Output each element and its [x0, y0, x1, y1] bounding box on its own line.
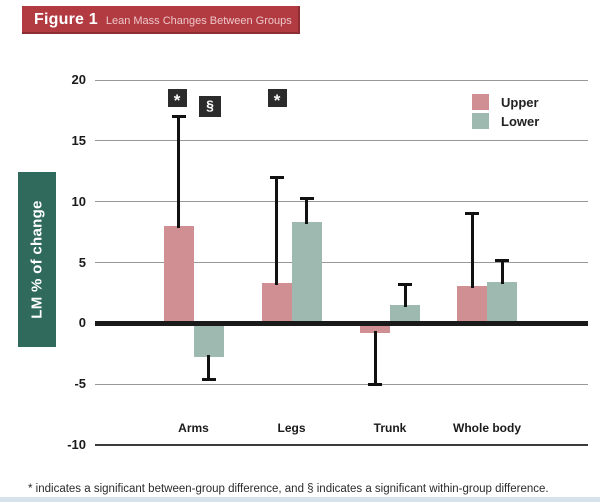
zero-line [95, 320, 588, 326]
y-tick-label: 15 [71, 132, 86, 148]
y-axis-label-text: LM % of change [28, 200, 46, 319]
y-tick-label: 5 [78, 254, 86, 270]
significance-marker: * [267, 89, 287, 110]
error-bar [177, 116, 180, 228]
legend-label-lower: Lower [501, 113, 540, 129]
error-bar [373, 331, 377, 385]
y-tick-label: -5 [74, 376, 86, 392]
y-tick-label: 20 [71, 72, 86, 87]
asterisk-symbol: * [273, 91, 281, 110]
category-label: Whole body [453, 421, 521, 435]
legend-swatch-upper [472, 94, 489, 110]
category-label: Trunk [373, 421, 407, 435]
bar-upper-legs [261, 283, 292, 324]
y-tick-label: -10 [67, 437, 86, 452]
legend: Upper Lower [472, 93, 539, 131]
footnote: * indicates a significant between-group … [28, 483, 549, 495]
error-bar-cap [398, 282, 412, 286]
gridline [95, 79, 588, 81]
x-axis-baseline [95, 444, 588, 446]
y-tick-label: 10 [71, 193, 86, 209]
gridline [95, 383, 588, 385]
figure-title: Lean Mass Changes Between Groups [105, 15, 292, 27]
section-symbol: § [206, 97, 214, 113]
legend-row-upper: Upper [472, 93, 539, 111]
y-tick-label: 0 [78, 315, 86, 331]
bar-upper-whole-body [457, 285, 487, 324]
bar-upper-arms [163, 226, 194, 324]
gridline [95, 201, 588, 203]
error-bar-cap [465, 212, 479, 216]
legend-row-lower: Lower [472, 112, 539, 130]
gridline [95, 262, 588, 263]
bar-lower-legs [291, 222, 322, 324]
bar-lower-whole-body [487, 281, 517, 324]
figure-header: Figure 1 Lean Mass Changes Between Group… [22, 6, 300, 34]
bar-lower-trunk [390, 305, 420, 324]
category-label: Arms [178, 421, 209, 435]
y-axis-label: LM % of change [18, 172, 56, 347]
error-bar [470, 213, 474, 288]
legend-label-upper: Upper [501, 94, 539, 110]
asterisk-symbol: * [173, 91, 181, 110]
error-bar-cap [269, 175, 284, 179]
error-bar-cap [299, 196, 314, 200]
bar-lower-arms [193, 323, 224, 358]
error-bar [403, 284, 407, 308]
error-bar-cap [201, 377, 216, 381]
significance-marker: § [199, 95, 221, 117]
error-bar-cap [171, 115, 186, 118]
significance-marker: * [167, 89, 187, 110]
error-bar [207, 355, 210, 380]
gridline [95, 140, 588, 142]
category-label: Legs [277, 421, 306, 435]
error-bar [275, 177, 278, 286]
bar-upper-trunk [360, 323, 390, 334]
error-bar [500, 260, 504, 284]
figure-label: Figure 1 [34, 11, 98, 28]
error-bar-cap [495, 258, 509, 262]
error-bar-cap [368, 382, 382, 386]
bottom-strip [0, 497, 600, 502]
legend-swatch-lower [472, 113, 489, 129]
error-bar [305, 198, 308, 225]
